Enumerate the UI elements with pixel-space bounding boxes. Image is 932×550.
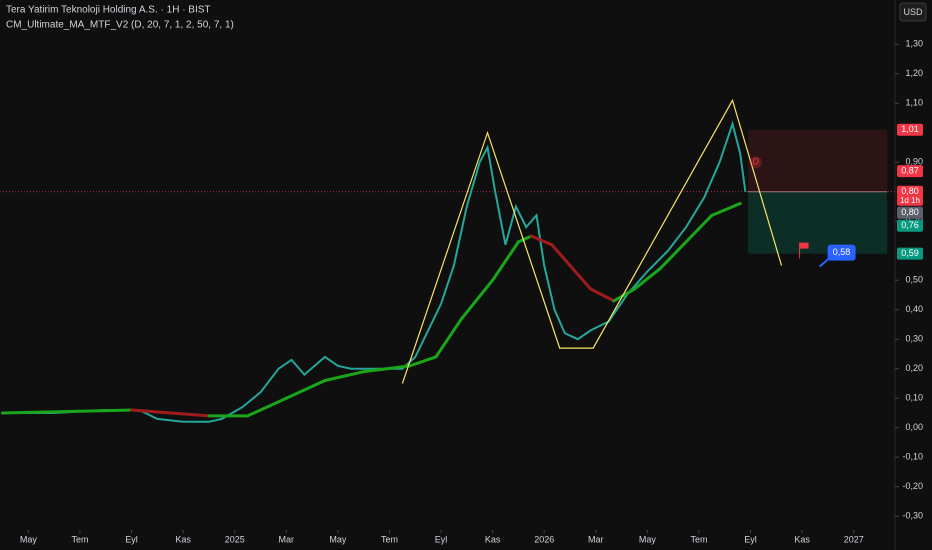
ma-segment: [550, 243, 572, 267]
price-tag-label: 0,87: [901, 165, 919, 175]
ma-segment: [408, 355, 438, 368]
x-tick-label: Eyl: [125, 534, 138, 544]
y-tick-label: 0,10: [905, 393, 923, 403]
signal-marker: [749, 156, 762, 169]
x-tick-label: Tem: [381, 534, 398, 544]
indicator-label: CM_Ultimate_MA_MTF_V2 (D, 20, 7, 1, 2, 5…: [6, 20, 234, 31]
price-tag: [897, 185, 923, 206]
y-tick-label: 0,90: [905, 157, 923, 167]
x-tick-label: Tem: [690, 534, 707, 544]
x-tick-label: Eyl: [435, 534, 448, 544]
chart-title: Tera Yatirim Teknoloji Holding A.S. · 1H…: [6, 5, 211, 16]
flag: [799, 242, 809, 249]
ma-segment: [1, 408, 134, 415]
y-tick-label: 0,50: [905, 275, 923, 285]
ma-segment: [460, 278, 495, 321]
price-tag: [897, 123, 923, 136]
y-tick-label: 0,00: [905, 422, 923, 432]
x-tick-label: 2025: [225, 534, 245, 544]
x-tick-label: 2026: [534, 534, 554, 544]
currency-button[interactable]: [899, 2, 927, 22]
x-tick-label: Kas: [794, 534, 810, 544]
ma-segment: [434, 317, 464, 359]
x-tick-label: Kas: [485, 534, 501, 544]
ma-segment: [658, 240, 688, 270]
x-tick-label: Mar: [279, 534, 295, 544]
x-tick-label: Mar: [588, 534, 604, 544]
stop-zone: [747, 129, 888, 192]
x-tick-label: May: [20, 534, 38, 544]
target-zone: [747, 191, 888, 254]
ma-segment: [323, 370, 366, 383]
y-tick-label: -0,10: [902, 452, 923, 462]
ma-segment: [612, 287, 636, 303]
price-tag-label: 0,59: [901, 248, 919, 258]
x-tick-label: May: [639, 534, 657, 544]
ma-segment: [589, 287, 616, 303]
price-tag-label: 0,76: [901, 220, 919, 230]
ma-segment: [284, 379, 327, 400]
callout-label: 0,58: [833, 247, 851, 257]
y-tick-label: 1,20: [905, 68, 923, 78]
y-tick-label: -0,20: [902, 481, 923, 491]
y-tick-label: 1,10: [905, 98, 923, 108]
x-tick-label: May: [329, 534, 347, 544]
ma-segment: [130, 408, 211, 418]
ma-segment: [568, 263, 593, 291]
price-tag: [897, 247, 923, 260]
ma-segment: [516, 234, 533, 244]
ma-segment: [684, 213, 714, 244]
y-tick-label: 0,20: [905, 363, 923, 373]
y-tick-label: 0,30: [905, 334, 923, 344]
price-tag: [897, 165, 923, 178]
ma-segment: [632, 266, 662, 291]
price-tag-label: 0,80: [901, 207, 919, 217]
ma-segment: [491, 240, 520, 282]
y-tick-label: 0,40: [905, 304, 923, 314]
x-tick-label: Kas: [175, 534, 191, 544]
ma-segment: [710, 202, 742, 217]
currency[interactable]: USD: [903, 7, 923, 17]
x-tick-label: Eyl: [744, 534, 757, 544]
price-tag: [897, 219, 923, 232]
callout-box: [827, 244, 856, 261]
price-tag: [897, 206, 923, 219]
price-tag-label: 1,01: [901, 124, 919, 134]
ma-segment: [246, 396, 288, 418]
ma-segment: [362, 364, 412, 374]
signal-label: D: [752, 157, 759, 167]
y-tick-label: -0,30: [902, 511, 923, 521]
price-tag-countdown: 1d 1h: [900, 196, 920, 205]
y-tick-label: 1,30: [905, 39, 923, 49]
pattern-line: [401, 98, 783, 384]
price-tag-label: 0,80: [901, 186, 919, 196]
x-tick-label: Tem: [71, 534, 88, 544]
x-tick-label: 2027: [844, 534, 864, 544]
ma-segment: [529, 234, 554, 247]
